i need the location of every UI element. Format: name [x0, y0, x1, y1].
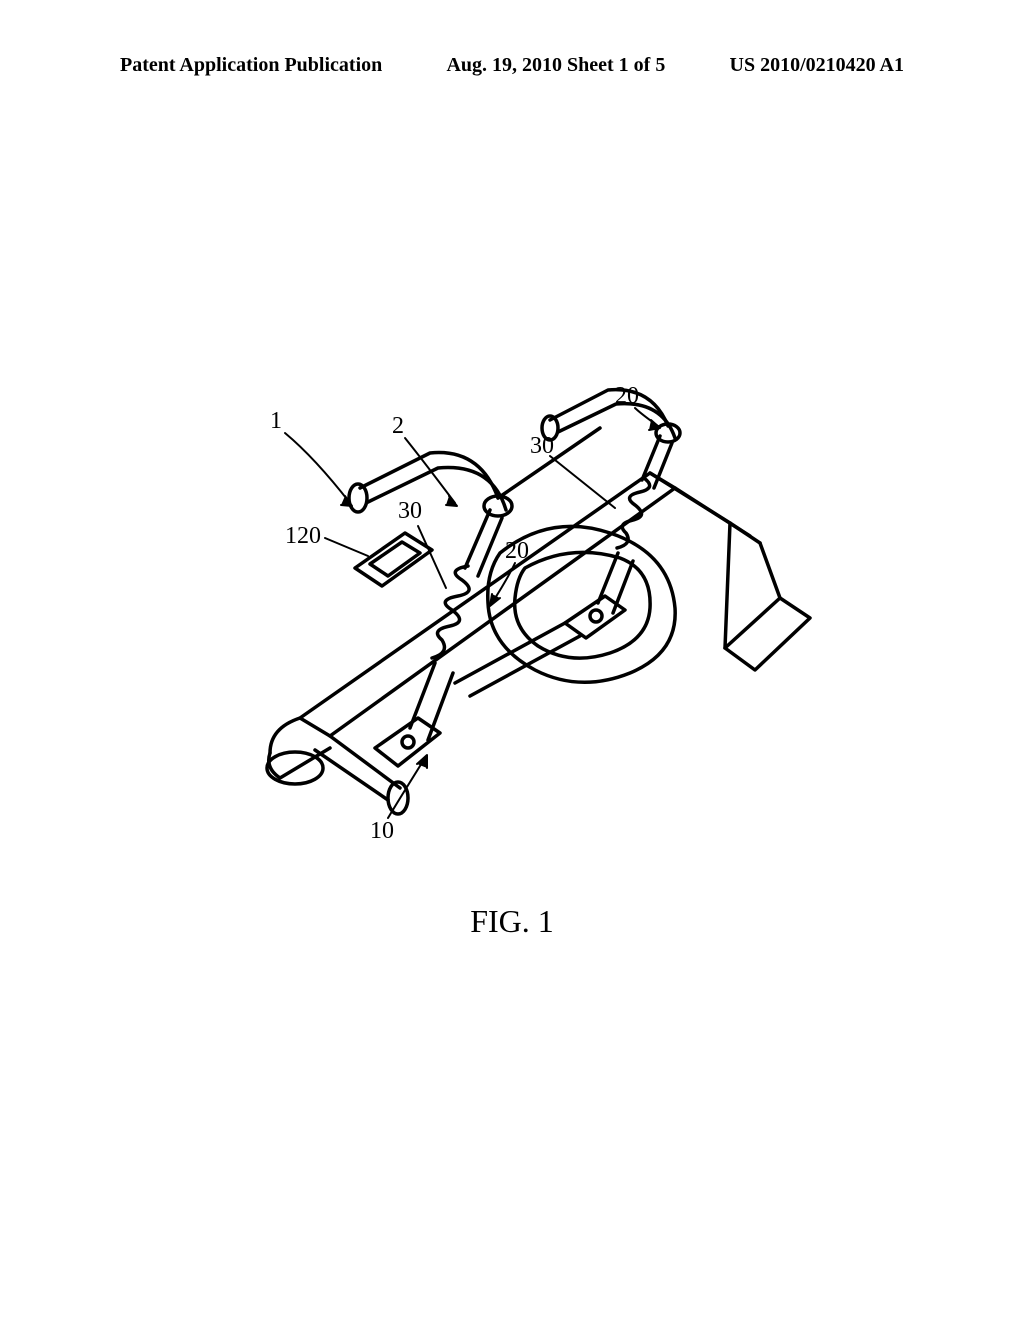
label-120: 120: [285, 523, 321, 549]
page-header: Patent Application Publication Aug. 19, …: [0, 54, 1024, 77]
header-sheet-info: Aug. 19, 2010 Sheet 1 of 5: [446, 54, 665, 77]
header-publication: Patent Application Publication: [120, 54, 382, 77]
label-20-b: 20: [615, 383, 639, 409]
label-10: 10: [370, 818, 394, 844]
label-20-a: 20: [505, 538, 529, 564]
leader-lines: [285, 408, 660, 818]
base-frame: [267, 473, 810, 784]
figure-area: 1 2 120 30 30 20 20 10 FIG. 1: [120, 150, 904, 1150]
label-1: 1: [270, 408, 282, 434]
display-panel: [355, 533, 432, 586]
label-30-a: 30: [398, 498, 422, 524]
page: Patent Application Publication Aug. 19, …: [0, 0, 1024, 1320]
figure-caption: FIG. 1: [470, 903, 554, 940]
label-2: 2: [392, 413, 404, 439]
header-publication-number: US 2010/0210420 A1: [730, 54, 904, 77]
label-30-b: 30: [530, 433, 554, 459]
patent-figure-svg: 1 2 120 30 30 20 20 10: [120, 150, 904, 1150]
